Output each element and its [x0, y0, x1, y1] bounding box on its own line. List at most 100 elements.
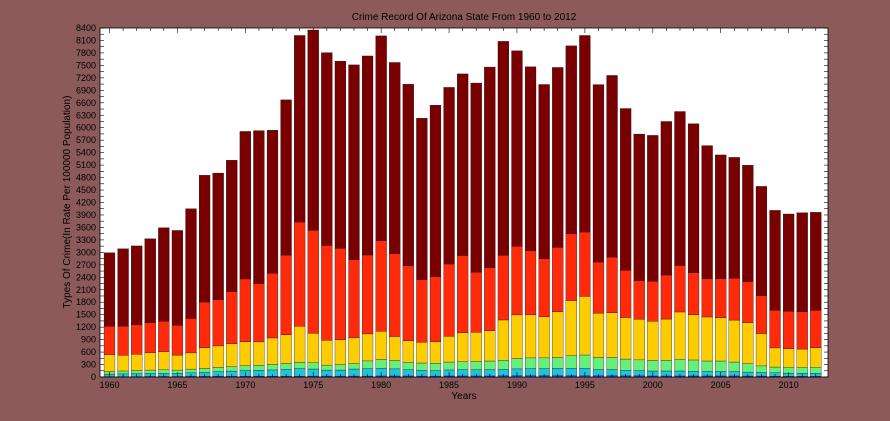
bar-1975-s4: [308, 230, 319, 333]
bar-2004-s5: [702, 146, 713, 279]
bar-1994-s3: [566, 301, 577, 356]
bar-2001-s2: [661, 360, 672, 371]
chart-title: Crime Record Of Arizona State From 1960 …: [352, 12, 577, 23]
bar-1980-s4: [376, 241, 387, 332]
bar-1999-s4: [634, 281, 645, 320]
bar-1961-s2: [118, 371, 129, 374]
bar-1966-s4: [186, 318, 197, 352]
bar-1993-s2: [552, 357, 563, 368]
bar-1971-s2: [253, 365, 264, 370]
bar-1960-s4: [104, 326, 115, 354]
bar-1969-s5: [226, 160, 237, 291]
bar-1992-s4: [539, 259, 550, 317]
bar-1988-s3: [484, 331, 495, 361]
y-tick-label: 2700: [76, 260, 96, 270]
y-tick-label: 6000: [76, 123, 96, 133]
bar-2011-s3: [797, 349, 808, 367]
x-axis-label: Years: [451, 391, 476, 402]
bar-1997-s5: [607, 75, 618, 257]
bar-1984-s3: [430, 342, 441, 364]
bar-1970-s5: [240, 131, 251, 278]
bar-1989-s5: [498, 41, 509, 255]
bar-1982-s3: [403, 341, 414, 363]
bar-1980-s3: [376, 331, 387, 359]
bar-1976-s5: [321, 53, 332, 246]
bar-1973-s2: [281, 364, 292, 370]
bar-1982-s4: [403, 266, 414, 341]
bar-1975-s3: [308, 333, 319, 363]
bar-1993-s5: [552, 67, 563, 247]
bar-1989-s3: [498, 320, 509, 360]
bar-2005-s5: [715, 155, 726, 279]
y-tick-label: 6600: [76, 98, 96, 108]
bar-1974-s2: [294, 362, 305, 368]
bar-1992-s5: [539, 85, 550, 259]
bar-2000-s3: [647, 321, 658, 360]
bar-1975-s5: [308, 30, 319, 230]
bar-1982-s5: [403, 84, 414, 266]
x-tick-label: 2010: [779, 380, 799, 390]
y-tick-label: 7200: [76, 73, 96, 83]
bar-2007-s3: [742, 323, 753, 364]
bar-2003-s2: [688, 360, 699, 371]
bar-1983-s5: [416, 118, 427, 279]
bar-1973-s3: [281, 335, 292, 364]
bar-1979-s3: [362, 334, 373, 361]
y-axis-label: Types Of Crime(In Rate Per 100000 Popula…: [62, 96, 73, 309]
bar-1988-s2: [484, 361, 495, 370]
x-tick-label: 1990: [507, 380, 527, 390]
bar-2005-s3: [715, 318, 726, 361]
bar-1997-s3: [607, 313, 618, 358]
bar-1973-s4: [281, 255, 292, 335]
bar-1992-s2: [539, 358, 550, 369]
bar-1997-s4: [607, 257, 618, 313]
bar-2000-s2: [647, 360, 658, 371]
bar-1986-s3: [457, 333, 468, 362]
x-tick-label: 1970: [235, 380, 255, 390]
bar-1967-s2: [199, 368, 210, 372]
bar-1964-s4: [158, 321, 169, 351]
bar-1976-s4: [321, 245, 332, 340]
bar-1983-s3: [416, 342, 427, 363]
bar-1995-s5: [579, 35, 590, 232]
bar-1991-s4: [525, 251, 536, 315]
bar-1978-s3: [349, 338, 360, 364]
y-tick-label: 3300: [76, 235, 96, 245]
bar-1964-s5: [158, 228, 169, 321]
bar-2010-s5: [783, 214, 794, 311]
bar-1992-s3: [539, 317, 550, 358]
bar-2011-s4: [797, 312, 808, 349]
bar-2012-s5: [810, 212, 821, 310]
y-tick-label: 2400: [76, 272, 96, 282]
bar-1961-s4: [118, 326, 129, 355]
bar-1989-s2: [498, 360, 509, 369]
bar-1964-s3: [158, 352, 169, 370]
bar-1968-s4: [213, 300, 224, 346]
bar-1987-s3: [471, 332, 482, 361]
bar-1968-s2: [213, 368, 224, 372]
bar-2010-s3: [783, 349, 794, 368]
bar-1973-s5: [281, 100, 292, 255]
bar-1975-s2: [308, 363, 319, 369]
bar-1986-s2: [457, 362, 468, 370]
bar-1995-s4: [579, 232, 590, 296]
y-tick-label: 1200: [76, 322, 96, 332]
bar-1974-s3: [294, 326, 305, 362]
bar-2009-s3: [770, 348, 781, 367]
bar-1979-s5: [362, 56, 373, 255]
bar-1972-s4: [267, 273, 278, 338]
bar-2002-s5: [675, 112, 686, 266]
bar-1996-s4: [593, 262, 604, 313]
bar-1980-s2: [376, 360, 387, 369]
bar-1961-s5: [118, 249, 129, 326]
y-tick-label: 5700: [76, 135, 96, 145]
bar-1983-s2: [416, 363, 427, 370]
bar-1963-s3: [145, 353, 156, 370]
bar-1982-s2: [403, 362, 414, 369]
bar-2011-s2: [797, 367, 808, 373]
bar-1960-s3: [104, 355, 115, 372]
bar-1988-s4: [484, 268, 495, 331]
bar-1990-s2: [512, 359, 523, 369]
bar-1970-s2: [240, 366, 251, 371]
bar-1968-s3: [213, 346, 224, 368]
